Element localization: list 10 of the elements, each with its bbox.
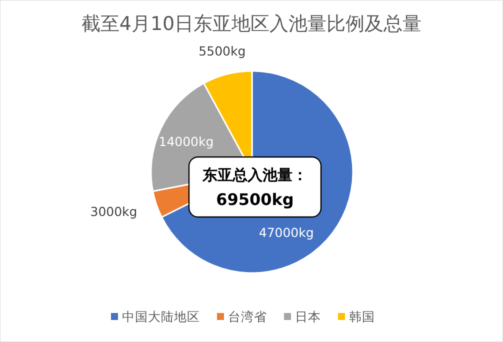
legend-label: 台湾省 bbox=[228, 309, 267, 324]
legend-label: 日本 bbox=[295, 309, 321, 324]
legend-label: 中国大陆地区 bbox=[122, 309, 200, 324]
data-label: 3000kg bbox=[90, 204, 138, 220]
chart-title: 截至4月10日东亚地区入池量比例及总量 bbox=[81, 13, 422, 35]
data-label: 14000kg bbox=[158, 134, 214, 149]
data-label: 47000kg bbox=[258, 224, 314, 240]
data-label: 5500kg bbox=[198, 44, 246, 59]
legend-label: 韩国 bbox=[349, 309, 375, 324]
annotation-box: 东亚总入池量： 69500kg bbox=[188, 156, 322, 218]
